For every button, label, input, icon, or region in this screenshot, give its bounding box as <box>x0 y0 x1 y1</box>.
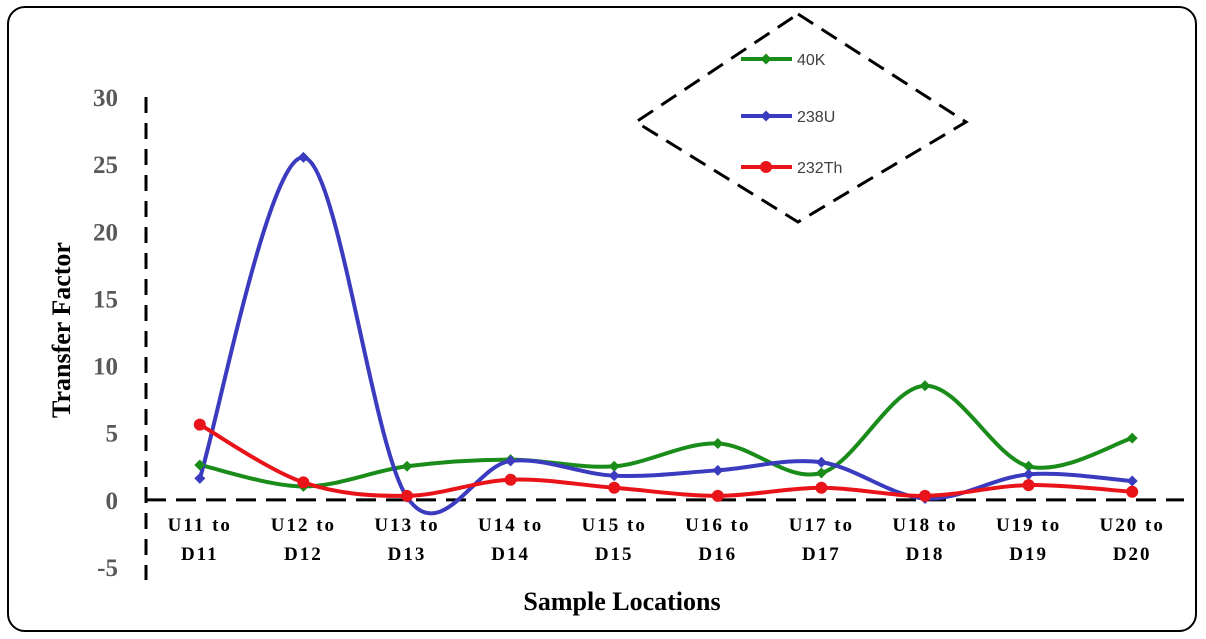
x-category-label: U20 to <box>1100 515 1165 536</box>
data-point-232th <box>1022 479 1035 492</box>
x-category-label: D18 <box>906 544 945 565</box>
x-category-label: U14 to <box>478 515 543 536</box>
y-tick-label: 10 <box>93 354 118 381</box>
data-point-232th <box>919 489 931 502</box>
x-category-label: D11 <box>181 544 219 565</box>
y-tick-label: 30 <box>93 85 118 112</box>
legend-label-232th: 232Th <box>797 160 842 177</box>
data-point-238u <box>815 456 827 468</box>
data-point-238u <box>194 472 206 484</box>
data-point-40k <box>919 380 931 392</box>
data-point-40k <box>1126 432 1138 444</box>
y-tick-label: -5 <box>97 555 118 582</box>
data-point-40k <box>401 460 413 472</box>
x-category-label: D13 <box>388 544 427 565</box>
data-point-232th <box>297 476 310 489</box>
data-point-238u <box>505 455 517 467</box>
data-point-238u <box>1023 468 1035 480</box>
y-axis-title: Transfer Factor <box>47 242 76 418</box>
data-point-232th <box>815 481 828 494</box>
y-tick-label: 25 <box>93 152 118 179</box>
data-point-40k <box>608 460 620 472</box>
x-category-label: U18 to <box>892 515 957 536</box>
legend-marker-238u <box>760 110 772 122</box>
data-point-40k <box>815 467 827 479</box>
legend-marker-232th <box>760 161 772 173</box>
legend-border <box>633 12 969 224</box>
legend-label-238u: 238U <box>797 109 835 126</box>
y-tick-label: 20 <box>93 219 118 246</box>
x-category-label: U17 to <box>789 515 854 536</box>
data-point-232th <box>1126 485 1139 498</box>
x-category-label: U13 to <box>374 515 439 536</box>
x-category-label: U16 to <box>685 515 750 536</box>
data-point-232th <box>193 418 206 431</box>
legend: 40K 238U 232Th <box>633 12 969 224</box>
data-point-232th <box>504 473 517 486</box>
x-category-label: U15 to <box>582 515 647 536</box>
data-point-238u <box>608 470 620 482</box>
data-point-238u <box>297 151 309 163</box>
x-category-label: D19 <box>1009 544 1048 565</box>
legend-label-40k: 40K <box>797 52 826 69</box>
y-tick-label: 5 <box>106 421 119 448</box>
data-point-40k <box>194 459 206 471</box>
x-category-label: U12 to <box>271 515 336 536</box>
x-category-label: D12 <box>284 544 323 565</box>
data-point-40k <box>712 437 724 449</box>
legend-marker-40k <box>760 53 772 65</box>
x-category-label: D15 <box>595 544 634 565</box>
chart-frame <box>7 6 1197 632</box>
data-point-238u <box>712 464 724 476</box>
x-category-label: D20 <box>1113 544 1152 565</box>
x-category-label: U19 to <box>996 515 1061 536</box>
x-category-label: U11 to <box>168 515 232 536</box>
data-point-232th <box>608 481 621 494</box>
data-point-232th <box>711 489 724 502</box>
y-tick-label: 15 <box>93 286 118 313</box>
y-tick-label: 0 <box>106 488 119 515</box>
series-line-232th <box>197 422 1135 498</box>
x-axis-title: Sample Locations <box>523 587 720 616</box>
series-line-238u <box>197 155 1135 516</box>
data-point-232th <box>401 489 413 502</box>
x-category-label: D17 <box>802 544 841 565</box>
data-point-238u <box>1126 475 1138 487</box>
data-point-40k <box>1023 460 1035 472</box>
series-line-40k <box>197 383 1135 489</box>
x-category-label: D16 <box>698 544 737 565</box>
x-category-label: D14 <box>491 544 530 565</box>
